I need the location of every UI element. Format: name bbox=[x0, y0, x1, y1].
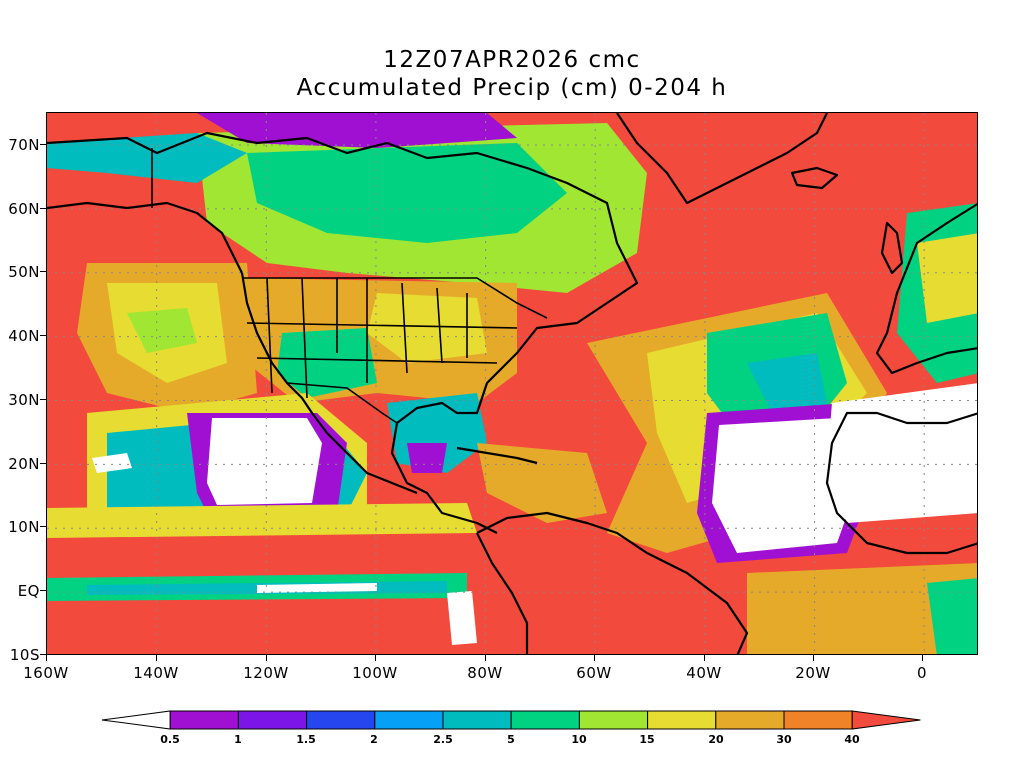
lat-tick bbox=[40, 399, 46, 400]
colorbar-swatch bbox=[578, 710, 649, 730]
lon-tick bbox=[594, 655, 595, 661]
precip-field bbox=[47, 113, 977, 654]
region-gulf-purple bbox=[407, 443, 447, 473]
colorbar-label: 1 bbox=[234, 733, 242, 746]
coastlines bbox=[47, 113, 977, 654]
coast-greenland bbox=[616, 113, 828, 205]
colorbar-label: 20 bbox=[708, 733, 724, 746]
region-npac-green bbox=[127, 308, 197, 353]
chart-title-line2: Accumulated Precip (cm) 0-204 h bbox=[296, 75, 728, 101]
lon-label-40w: 40W bbox=[686, 664, 722, 682]
region-atl-teal bbox=[747, 353, 827, 423]
coast-africa-europe bbox=[825, 202, 977, 555]
coast-iceland bbox=[790, 166, 839, 190]
graticule bbox=[47, 113, 977, 654]
political-borders bbox=[151, 148, 548, 424]
lon-label-60w: 60W bbox=[576, 664, 612, 682]
lat-tick bbox=[40, 144, 46, 145]
region-arctic-purple bbox=[197, 113, 517, 148]
lon-label-120w: 120W bbox=[243, 664, 289, 682]
border-mexico bbox=[286, 382, 398, 424]
colorbar-label: 40 bbox=[844, 733, 860, 746]
colorbar-label: 10 bbox=[571, 733, 587, 746]
border-canada-us bbox=[242, 277, 548, 319]
region-epac-dry bbox=[207, 418, 322, 505]
colorbar-arrow-low bbox=[101, 710, 171, 730]
colorbar-swatch bbox=[442, 710, 512, 730]
lat-label-10s: 10S bbox=[9, 646, 40, 664]
precip-map-svg bbox=[47, 113, 977, 654]
lat-tick bbox=[40, 463, 46, 464]
lon-tick bbox=[266, 655, 267, 661]
region-epac-dry-small bbox=[92, 453, 132, 473]
region-europe-yellow bbox=[917, 233, 977, 323]
region-sahara-dry bbox=[827, 383, 977, 523]
lat-label-60n: 60N bbox=[8, 200, 40, 218]
region-eatl-dry bbox=[712, 418, 862, 553]
colorbar-swatch bbox=[374, 710, 444, 730]
coast-uk bbox=[880, 221, 904, 275]
lat-tick bbox=[40, 590, 46, 591]
lon-tick bbox=[485, 655, 486, 661]
region-eq-dry bbox=[257, 583, 377, 593]
colorbar-swatch bbox=[783, 710, 853, 730]
colorbar-label: 1.5 bbox=[296, 733, 316, 746]
colorbar-arrow-high bbox=[851, 710, 921, 730]
coast-alaska bbox=[47, 201, 243, 274]
region-satl bbox=[747, 563, 977, 654]
region-caribbean bbox=[477, 443, 607, 523]
lat-label-70n: 70N bbox=[8, 136, 40, 154]
coast-south-america bbox=[476, 511, 749, 654]
lon-label-0: 0 bbox=[916, 664, 928, 682]
region-sam-dry bbox=[447, 591, 477, 645]
region-usa-green bbox=[277, 328, 377, 398]
coast-cuba bbox=[456, 446, 538, 465]
lat-label-eq: EQ bbox=[17, 582, 40, 600]
colorbar-label: 5 bbox=[507, 733, 515, 746]
lat-label-10n: 10N bbox=[8, 518, 40, 536]
colorbar-swatch bbox=[647, 710, 717, 730]
lat-tick bbox=[40, 526, 46, 527]
us-state-lines bbox=[246, 277, 518, 399]
colorbar-swatch bbox=[237, 710, 308, 730]
lat-tick bbox=[40, 208, 46, 209]
lon-tick bbox=[704, 655, 705, 661]
colorbar-swatch bbox=[169, 710, 239, 730]
colorbar-swatch bbox=[306, 710, 376, 730]
region-arctic-teal bbox=[47, 133, 247, 183]
coast-north-america bbox=[47, 131, 639, 534]
colorbar-label: 30 bbox=[776, 733, 792, 746]
lat-label-50n: 50N bbox=[8, 263, 40, 281]
chart-title-line1: 12Z07APR2026 cmc bbox=[383, 47, 641, 73]
lon-tick bbox=[156, 655, 157, 661]
region-usa-yellow bbox=[367, 293, 487, 363]
colorbar-label: 15 bbox=[639, 733, 655, 746]
lon-label-140w: 140W bbox=[133, 664, 179, 682]
lon-tick bbox=[922, 655, 923, 661]
precip-map bbox=[46, 112, 978, 655]
lon-tick bbox=[813, 655, 814, 661]
lon-tick bbox=[375, 655, 376, 661]
region-satl-green bbox=[927, 578, 977, 654]
region-canada-teal bbox=[247, 143, 567, 243]
lat-label-30n: 30N bbox=[8, 391, 40, 409]
lat-label-20n: 20N bbox=[8, 455, 40, 473]
lon-label-160w: 160W bbox=[23, 664, 69, 682]
lon-tick bbox=[46, 655, 47, 661]
colorbar-label: 0.5 bbox=[160, 733, 180, 746]
colorbar-swatch bbox=[510, 710, 580, 730]
lon-label-20w: 20W bbox=[795, 664, 831, 682]
lon-label-80w: 80W bbox=[467, 664, 503, 682]
colorbar-label: 2.5 bbox=[433, 733, 453, 746]
lon-label-100w: 100W bbox=[352, 664, 398, 682]
colorbar-label: 2 bbox=[370, 733, 378, 746]
lat-tick bbox=[40, 654, 46, 655]
lat-label-40n: 40N bbox=[8, 327, 40, 345]
colorbar-swatch bbox=[715, 710, 785, 730]
region-itcz-yellow bbox=[47, 503, 477, 538]
lat-tick bbox=[40, 335, 46, 336]
lat-tick bbox=[40, 271, 46, 272]
